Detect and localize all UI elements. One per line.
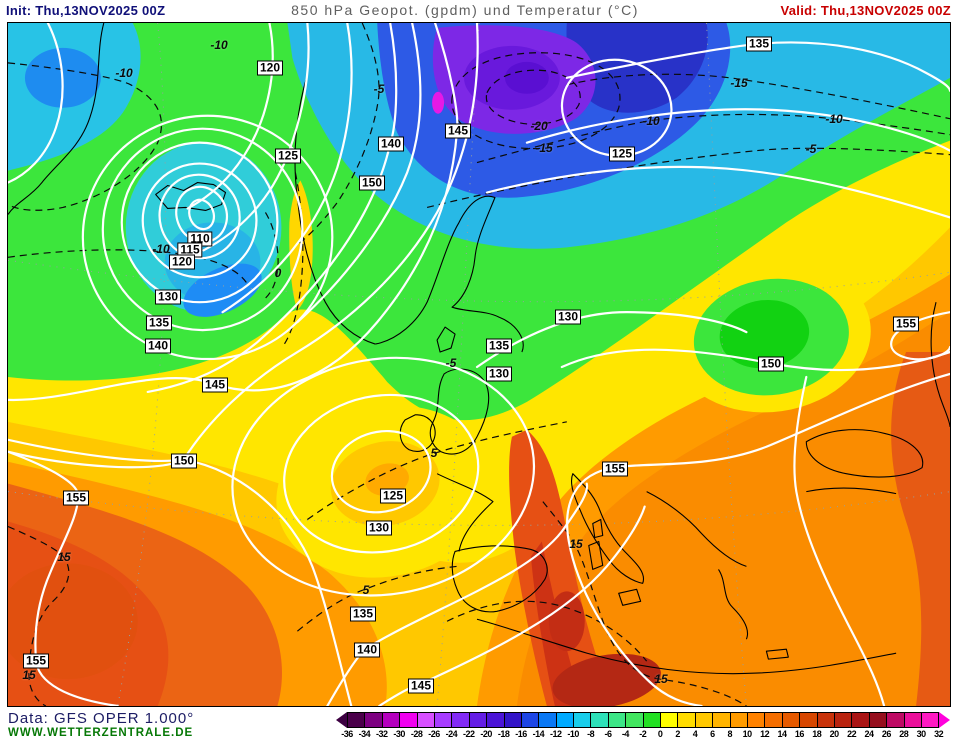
scale-swatch	[608, 713, 627, 727]
scale-swatch	[800, 713, 818, 727]
scale-swatch	[348, 713, 366, 727]
scale-tick-label: -32	[376, 729, 388, 739]
scale-tick-label: -2	[639, 729, 647, 739]
scale-swatch	[487, 713, 505, 727]
scale-tick-label: 28	[899, 729, 909, 739]
scale-swatch	[747, 713, 766, 727]
scale-swatch	[852, 713, 870, 727]
scale-swatch	[417, 713, 435, 727]
scale-tick-label: -14	[532, 729, 545, 739]
scale-swatch	[817, 713, 835, 727]
scale-tick-label: 32	[934, 729, 944, 739]
weather-map-canvas	[8, 23, 950, 706]
scale-swatch	[713, 713, 731, 727]
scale-swatch	[904, 713, 922, 727]
scale-tick-label: 24	[864, 729, 874, 739]
scale-swatch	[869, 713, 888, 727]
scale-tick-label: -26	[428, 729, 440, 739]
scale-swatch	[382, 713, 401, 727]
scale-tick-label: -4	[621, 729, 630, 739]
valid-timestamp: Valid: Thu,13NOV2025 00Z	[780, 3, 951, 18]
scale-swatch	[661, 713, 679, 727]
scale-swatch	[765, 713, 783, 727]
scale-tick-label: -28	[410, 729, 423, 739]
scale-swatch	[434, 713, 453, 727]
chart-title: 850 hPa Geopot. (gpdm) und Temperatur (°…	[291, 2, 639, 18]
data-source-label: Data: GFS OPER 1.000°	[8, 710, 195, 727]
scale-tick-labels: -36 -34 -32 -30 -28 -26 -24 -22 -20 -18 -16 -14 -12-…	[336, 729, 954, 740]
scale-tick-label: 14	[777, 729, 787, 739]
scale-swatch	[400, 713, 418, 727]
scale-tick-label: 2	[675, 729, 680, 739]
scale-tick-label: -18	[497, 729, 510, 739]
scale-tick-label: 16	[794, 729, 805, 739]
scale-tick-label: -16	[515, 729, 527, 739]
scale-tick-label: -8	[587, 729, 595, 739]
scale-swatch	[626, 713, 644, 727]
scale-swatch	[643, 713, 662, 727]
scale-swatches	[347, 712, 940, 728]
scale-swatch	[591, 713, 609, 727]
scale-tick-label: -20	[480, 729, 492, 739]
scale-tick-label: -36	[341, 729, 353, 739]
scale-swatch	[452, 713, 470, 727]
scale-tick-label: -6	[604, 729, 612, 739]
scale-tick-label: -10	[567, 729, 579, 739]
scale-tick-label: 0	[657, 729, 663, 739]
scale-tick-label: 30	[916, 729, 927, 739]
scale-swatch	[574, 713, 592, 727]
scale-tick-label: -24	[445, 729, 458, 739]
scale-swatch	[834, 713, 853, 727]
scale-swatch	[678, 713, 696, 727]
scale-swatch	[365, 713, 383, 727]
scale-tick-label: 10	[742, 729, 753, 739]
scale-tick-label: 6	[710, 729, 715, 739]
scale-arrow-right	[939, 712, 951, 728]
weather-map: 110 115 120 130 135 140 120 125 140 150 145 135 125 1…	[7, 22, 951, 707]
scale-tick-label: -22	[463, 729, 475, 739]
scale-tick-label: 18	[812, 729, 822, 739]
scale-tick-label: -30	[393, 729, 405, 739]
scale-swatch	[504, 713, 522, 727]
scale-swatch	[887, 713, 905, 727]
website-label: WWW.WETTERZENTRALE.DE	[8, 727, 194, 739]
scale-tick-label: 22	[847, 729, 857, 739]
scale-tick-label: -34	[358, 729, 371, 739]
scale-swatch	[730, 713, 748, 727]
scale-tick-label: 20	[829, 729, 840, 739]
init-timestamp: Init: Thu,13NOV2025 00Z	[6, 3, 166, 18]
scale-tick-label: 12	[760, 729, 770, 739]
scale-arrow-left	[336, 712, 347, 728]
scale-tick-label: 8	[727, 729, 733, 739]
scale-swatch	[521, 713, 540, 727]
scale-tick-label: -12	[550, 729, 562, 739]
scale-tick-label: 4	[692, 729, 698, 739]
color-scale-bar	[336, 712, 951, 728]
scale-swatch	[539, 713, 557, 727]
scale-swatch	[782, 713, 801, 727]
scale-swatch	[921, 713, 939, 727]
scale-swatch	[556, 713, 575, 727]
scale-swatch	[695, 713, 714, 727]
scale-swatch	[469, 713, 488, 727]
scale-tick-label: 26	[881, 729, 892, 739]
temperature-color-scale: -36 -34 -32 -30 -28 -26 -24 -22 -20 -18 -16 -14 -12-…	[336, 712, 954, 740]
